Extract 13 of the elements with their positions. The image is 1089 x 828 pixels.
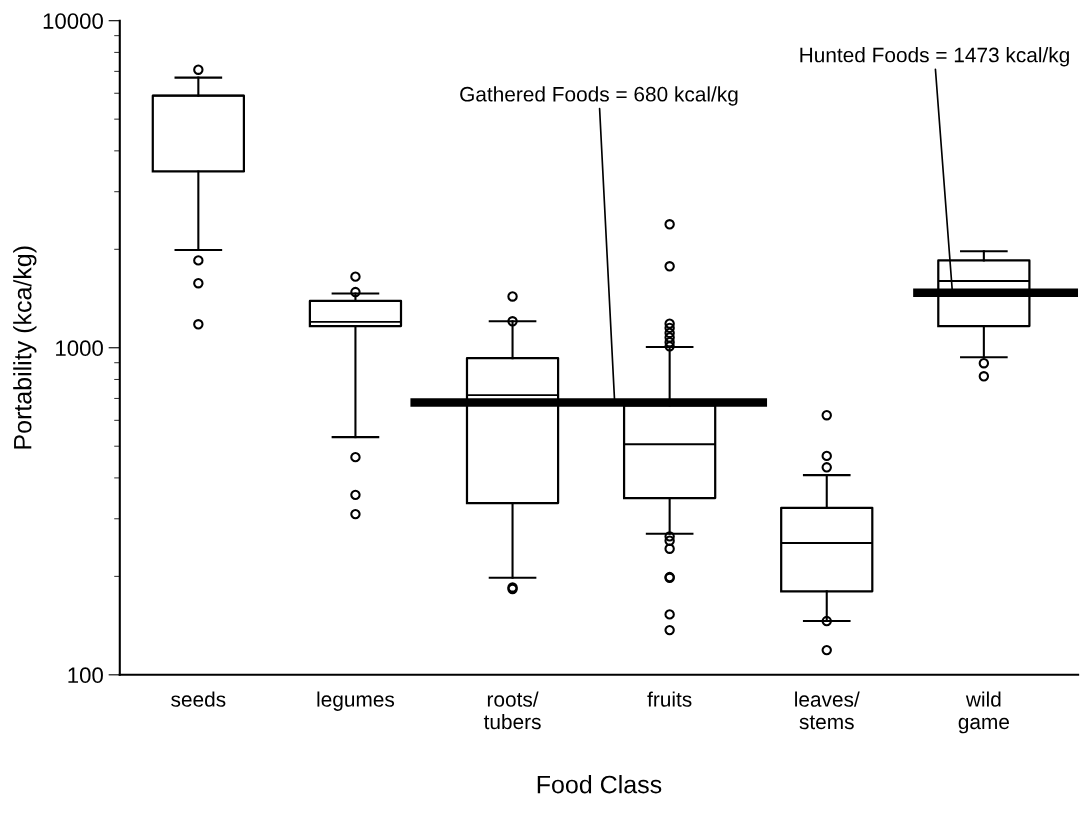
y-axis-title: Portability (kca/kg) bbox=[13, 246, 37, 449]
x-axis-title: Food Class bbox=[537, 775, 662, 794]
ref-line-label: Gathered Foods = 680 kcal/kg bbox=[460, 86, 738, 106]
ref-line-label: Hunted Foods = 1473 kcal/kg bbox=[800, 47, 1069, 67]
y-tick-label: 100 bbox=[68, 667, 103, 684]
y-tick-label: 10000 bbox=[43, 13, 103, 29]
x-tick-label: roots/ tubers bbox=[483, 691, 541, 730]
x-tick-label: wild game bbox=[958, 691, 1009, 734]
x-tick-label: legumes bbox=[317, 691, 395, 711]
x-tick-label: fruits bbox=[647, 691, 692, 707]
y-tick-label: 1000 bbox=[56, 340, 103, 357]
x-tick-label: leaves/ stems bbox=[795, 691, 860, 730]
x-tick-label: seeds bbox=[171, 691, 226, 707]
